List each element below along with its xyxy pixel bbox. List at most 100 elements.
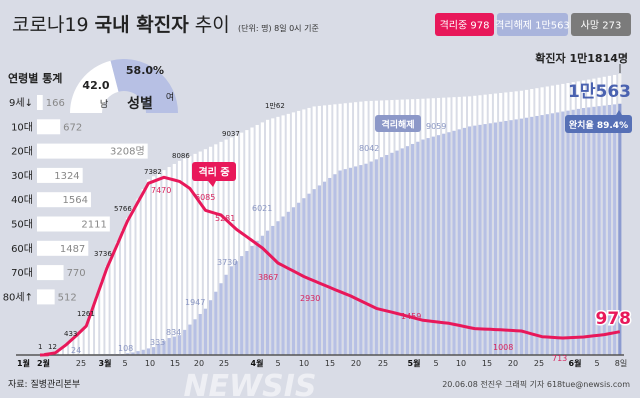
isolating-label: 1459 [401,312,421,321]
released-bar [405,146,410,355]
isolating-label: 3867 [258,273,278,282]
callout-isolating-label: 격리 중 [198,166,229,179]
released-bar [576,108,580,356]
credit-note: 20.06.08 전진우 그래픽 기자 618tue@newsis.com [442,379,630,389]
confirmed-label: 9037 [222,130,240,138]
confirmed-bar [157,173,161,355]
released-bar [436,135,441,355]
released-bar [260,235,264,355]
age-bar [37,265,64,281]
released-bar [509,120,513,356]
confirmed-bar [79,330,83,355]
age-value: 166 [46,98,65,109]
confirmed-bar [105,266,109,355]
confirmed-bar [172,163,176,355]
released-bar [281,216,285,355]
badge-isolating-label: 격리중 978 [440,19,490,32]
released-bar [493,122,498,355]
tick-day: 5 [433,359,438,368]
isolating-label: 7470 [151,186,171,195]
released-bar [566,110,570,355]
tick-day: 25 [76,359,86,368]
released-bar [618,103,622,355]
confirmed-bar [203,149,208,355]
confirmed-label: 5766 [114,205,132,213]
age-bar [37,216,110,232]
confirmed-label: 433 [64,330,77,338]
gender-male-slice [70,60,119,113]
confirmed-bar [214,144,218,355]
confirmed-bar [152,176,156,355]
age-bar [37,143,148,159]
male-value: 42.0 [82,79,109,92]
confirmed-bar [89,310,94,355]
callout-isolating: 격리 중 [192,162,236,187]
released-bar [224,274,228,355]
released-bar [167,338,171,355]
released-bar [198,313,202,355]
released-bar [322,181,327,355]
watermark-logo: NEWSIS [183,369,316,404]
isolating-label: 2930 [300,294,320,303]
isolating-label: 5281 [215,214,235,223]
released-bar [162,341,166,355]
released-bar [276,221,280,355]
confirmed-bar [146,179,151,355]
tick-month: 4월 [251,358,264,368]
age-bar [37,167,83,183]
released-bar [188,324,192,355]
released-bar [141,349,145,355]
released-bar [587,107,591,355]
age-value: 3208명 [110,146,145,158]
confirmed-bar [167,167,171,355]
confirmed-bar [136,198,140,355]
released-bar [214,291,218,355]
age-bar [37,192,91,208]
age-value: 770 [67,268,86,279]
released-bar [488,123,492,356]
badge-released: 격리해제 1만563 [495,13,570,36]
tick-day: 15 [325,359,335,368]
released-bar [245,251,249,355]
recovery-rate-label: 완치율 89.4% [569,119,628,131]
released-bar [126,353,130,355]
tick-month: 5월 [408,358,421,368]
confirmed-label: 1261 [77,310,95,318]
released-bar [286,211,290,355]
callout-released-label: 격리해제 [381,119,414,131]
released-bar [136,351,140,355]
confirmed-bar [126,217,130,355]
badge-isolating-background [435,13,494,36]
released-bar [385,154,389,355]
recovery-rate-pointer [616,110,622,115]
age-value: 1487 [60,244,85,255]
released-bar [177,335,182,355]
tick-day: 25 [534,359,544,368]
released-bar [364,163,368,355]
released-bar [462,127,467,355]
female-label: 여 [166,91,174,103]
confirmed-bar [209,146,213,355]
tick-day: 5 [594,359,599,368]
callout-released-background [375,115,421,132]
released-bar [426,138,430,355]
released-bar [255,240,259,355]
released-bar [540,115,544,356]
released-bar [514,119,518,355]
released-bar [328,177,332,355]
released-label: 3730 [217,258,237,267]
released-bar [333,174,337,355]
released-bar [234,261,239,355]
age-group-label: 10대 [11,121,33,133]
confirmed-bar [69,339,73,355]
released-bar [219,283,223,355]
confirmed-bar [234,135,239,355]
released-label: 6021 [252,204,272,213]
tick-day: 15 [170,359,180,368]
tick-day: 15 [482,359,492,368]
released-bar [250,245,254,355]
male-label: 남 [100,99,108,110]
released-bar [359,165,363,355]
age-bar [37,95,43,110]
